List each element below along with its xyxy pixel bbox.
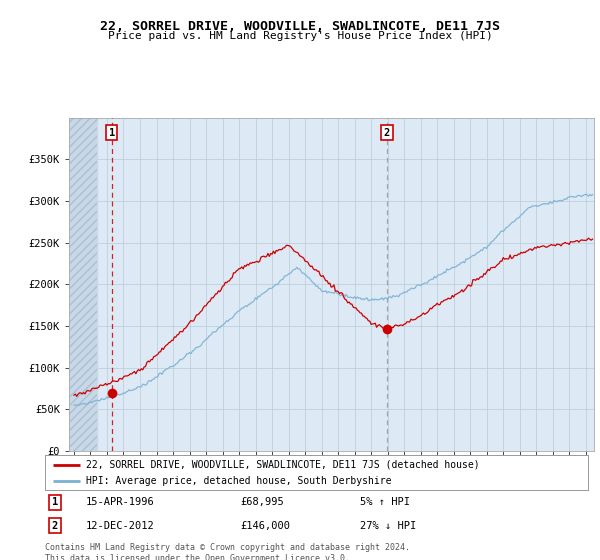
Text: 2: 2 — [383, 128, 390, 138]
Text: £146,000: £146,000 — [241, 521, 290, 530]
Text: HPI: Average price, detached house, South Derbyshire: HPI: Average price, detached house, Sout… — [86, 475, 391, 486]
Text: 5% ↑ HPI: 5% ↑ HPI — [360, 497, 410, 507]
Text: 1: 1 — [52, 497, 58, 507]
Text: 27% ↓ HPI: 27% ↓ HPI — [360, 521, 416, 530]
Text: 22, SORREL DRIVE, WOODVILLE, SWADLINCOTE, DE11 7JS (detached house): 22, SORREL DRIVE, WOODVILLE, SWADLINCOTE… — [86, 460, 479, 470]
Text: Contains HM Land Registry data © Crown copyright and database right 2024.
This d: Contains HM Land Registry data © Crown c… — [45, 543, 410, 560]
Polygon shape — [69, 118, 97, 451]
Text: £68,995: £68,995 — [241, 497, 284, 507]
Text: 12-DEC-2012: 12-DEC-2012 — [86, 521, 154, 530]
Text: 15-APR-1996: 15-APR-1996 — [86, 497, 154, 507]
Text: 1: 1 — [109, 128, 115, 138]
Text: 2: 2 — [52, 521, 58, 530]
Text: Price paid vs. HM Land Registry's House Price Index (HPI): Price paid vs. HM Land Registry's House … — [107, 31, 493, 41]
Text: 22, SORREL DRIVE, WOODVILLE, SWADLINCOTE, DE11 7JS: 22, SORREL DRIVE, WOODVILLE, SWADLINCOTE… — [100, 20, 500, 32]
